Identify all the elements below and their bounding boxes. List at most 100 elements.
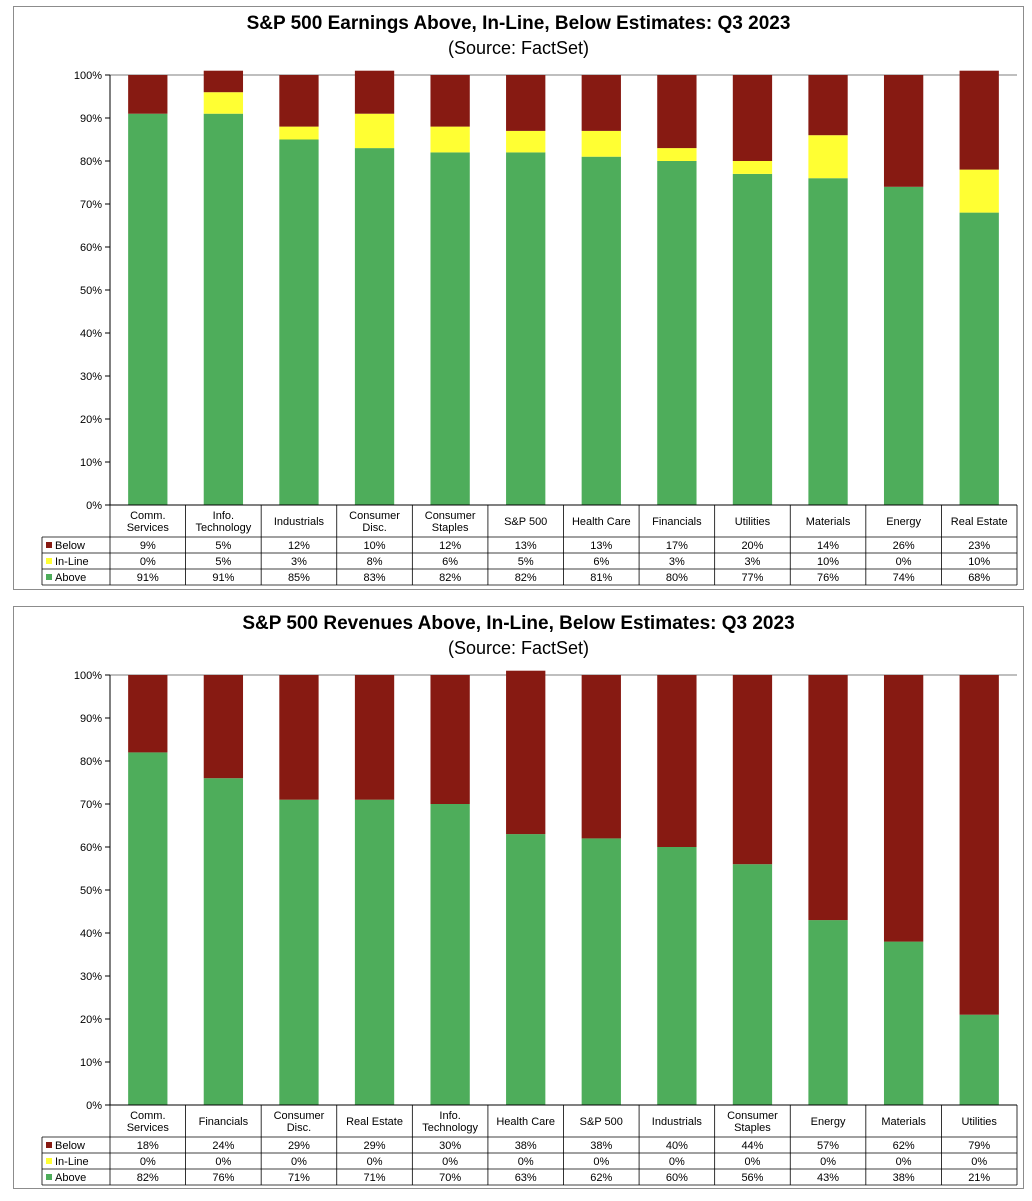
bar-below (883, 75, 924, 187)
data-label-above: 83% (364, 572, 386, 584)
data-label-inline: 5% (215, 556, 231, 568)
bar-below (203, 675, 244, 779)
bar-inline (506, 130, 546, 153)
data-label-inline: 0% (896, 556, 912, 568)
data-label-inline: 6% (442, 556, 458, 568)
data-label-inline: 8% (367, 556, 383, 568)
y-tick-label: 70% (80, 199, 102, 211)
data-label-above: 43% (817, 1172, 839, 1184)
category-label: Comm. (130, 1110, 165, 1122)
bar-above (354, 799, 395, 1105)
y-tick-label: 50% (80, 885, 102, 897)
data-label-inline: 0% (367, 1156, 383, 1168)
bar-inline (657, 148, 697, 161)
y-tick-label: 100% (74, 70, 102, 82)
bar-below (808, 675, 848, 921)
category-label: Utilities (961, 1116, 997, 1128)
category-label: Technology (196, 522, 252, 534)
category-label: Financials (652, 516, 702, 528)
category-label: Financials (199, 1116, 249, 1128)
legend-swatch-below (46, 542, 52, 548)
data-label-inline: 0% (442, 1156, 458, 1168)
y-tick-label: 10% (80, 457, 102, 469)
data-label-inline: 0% (820, 1156, 836, 1168)
category-label: Consumer (425, 510, 476, 522)
category-label: Materials (881, 1116, 926, 1128)
data-label-below: 17% (666, 540, 688, 552)
data-label-above: 74% (893, 572, 915, 584)
y-tick-label: 90% (80, 713, 102, 725)
bar-above (959, 1014, 999, 1105)
data-label-inline: 10% (817, 556, 839, 568)
bar-above (581, 156, 621, 505)
bar-inline (430, 126, 470, 153)
data-label-inline: 3% (291, 556, 307, 568)
bar-above (581, 838, 621, 1105)
data-label-above: 76% (212, 1172, 234, 1184)
data-label-inline: 10% (968, 556, 990, 568)
bar-above (354, 148, 395, 505)
category-label: Staples (432, 522, 469, 534)
revenues-chart-svg: 0% 10% 20% 30% 40% 50% 60% 70% 80% 90% 100% Comm.Se… (41, 670, 1018, 1186)
data-label-above: 62% (590, 1172, 612, 1184)
category-label: Materials (806, 516, 851, 528)
bar-above (203, 778, 244, 1105)
bar-below (959, 675, 999, 1015)
category-label: Health Care (572, 516, 631, 528)
bar-above (430, 152, 470, 505)
category-label: Disc. (287, 1122, 311, 1134)
data-label-below: 10% (364, 540, 386, 552)
bar-above (808, 178, 848, 505)
data-label-inline: 3% (669, 556, 685, 568)
legend-swatch-above (46, 1174, 52, 1180)
y-tick-label: 90% (80, 113, 102, 125)
legend-swatch-inline (46, 1158, 52, 1164)
data-label-above: 70% (439, 1172, 461, 1184)
bar-below (203, 70, 244, 93)
data-label-below: 14% (817, 540, 839, 552)
bar-below (279, 675, 319, 800)
y-tick-label: 80% (80, 756, 102, 768)
bar-above (506, 834, 546, 1105)
legend-label-above: Above (55, 572, 86, 584)
bar-above (279, 799, 319, 1105)
category-label: Energy (886, 516, 921, 528)
y-tick-label: 60% (80, 242, 102, 254)
legend-label-inline: In-Line (55, 556, 89, 568)
legend-swatch-inline (46, 558, 52, 564)
category-label: S&P 500 (580, 1116, 623, 1128)
data-label-above: 77% (741, 572, 763, 584)
y-tick-label: 0% (86, 1100, 102, 1112)
data-label-below: 13% (515, 540, 537, 552)
data-label-above: 80% (666, 572, 688, 584)
data-label-below: 30% (439, 1140, 461, 1152)
data-label-inline: 0% (518, 1156, 534, 1168)
legend-label-inline: In-Line (55, 1156, 89, 1168)
category-label: Consumer (727, 1110, 778, 1122)
category-label: Services (127, 1122, 170, 1134)
y-tick-label: 80% (80, 156, 102, 168)
data-label-above: 82% (515, 572, 537, 584)
y-tick-label: 50% (80, 285, 102, 297)
data-label-above: 60% (666, 1172, 688, 1184)
bar-below (732, 75, 773, 161)
data-label-below: 57% (817, 1140, 839, 1152)
revenues-chart-panel: S&P 500 Revenues Above, In-Line, Below E… (13, 606, 1024, 1189)
bar-below (657, 75, 697, 149)
y-tick-label: 60% (80, 842, 102, 854)
category-label: Real Estate (346, 1116, 403, 1128)
y-tick-label: 100% (74, 670, 102, 682)
category-label: Consumer (274, 1110, 325, 1122)
data-label-inline: 0% (896, 1156, 912, 1168)
data-label-above: 91% (212, 572, 234, 584)
y-tick-label: 10% (80, 1057, 102, 1069)
bar-inline (354, 113, 395, 149)
data-label-below: 24% (212, 1140, 234, 1152)
chart-subtitle: (Source: FactSet) (447, 38, 590, 58)
legend-label-below: Below (55, 1140, 85, 1152)
data-label-below: 38% (590, 1140, 612, 1152)
bar-above (883, 186, 924, 506)
bar-below (506, 75, 546, 131)
legend-swatch-above (46, 574, 52, 580)
data-label-above: 68% (968, 572, 990, 584)
